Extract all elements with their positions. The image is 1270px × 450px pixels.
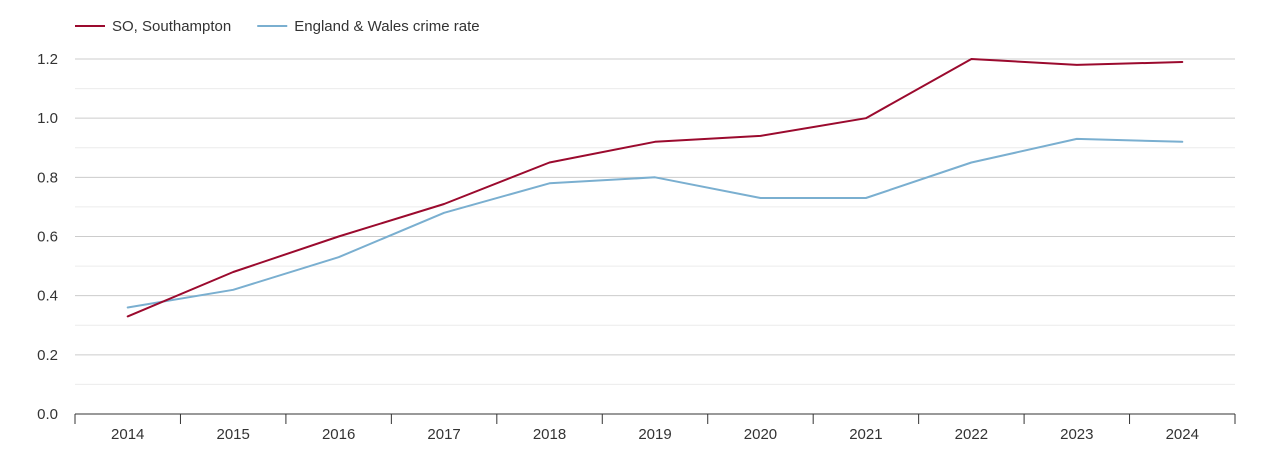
x-tick-label: 2023 [1060, 426, 1093, 443]
x-tick-label: 2021 [849, 426, 882, 443]
x-axis-ticks: 2014 2015 2016 2017 2018 2019 2020 2021 2022 2023… [74, 414, 1236, 443]
legend-item-england-wales[interactable]: England & Wales crime rate [257, 18, 480, 35]
y-tick-label: 0.6 [37, 229, 58, 246]
series-line-england-wales [126, 137, 1184, 309]
x-tick-label: 2014 [111, 426, 144, 443]
x-tick-label: 2017 [427, 426, 460, 443]
series-lines [126, 58, 1184, 318]
series-line-southampton [126, 58, 1184, 318]
grid [75, 58, 1235, 385]
y-tick-label: 0.0 [37, 406, 58, 423]
y-tick-label: 1.0 [37, 110, 58, 127]
y-tick-label: 0.8 [37, 169, 58, 186]
x-tick-label: 2018 [533, 426, 566, 443]
y-axis-ticks: 0.0 0.2 0.4 0.6 0.8 1.0 1.2 [37, 51, 58, 423]
x-tick-label: 2022 [955, 426, 988, 443]
y-tick-label: 0.4 [37, 288, 58, 305]
x-tick-label: 2015 [216, 426, 249, 443]
legend-item-southampton[interactable]: SO, Southampton [75, 18, 231, 35]
legend-label: SO, Southampton [112, 18, 231, 35]
y-tick-label: 1.2 [37, 51, 58, 68]
x-tick-label: 2020 [744, 426, 777, 443]
y-tick-label: 0.2 [37, 347, 58, 364]
x-tick-label: 2016 [322, 426, 355, 443]
x-tick-label: 2024 [1166, 426, 1199, 443]
legend-label: England & Wales crime rate [294, 18, 479, 35]
x-tick-label: 2019 [638, 426, 671, 443]
legend: SO, Southampton England & Wales crime rat… [75, 18, 480, 35]
